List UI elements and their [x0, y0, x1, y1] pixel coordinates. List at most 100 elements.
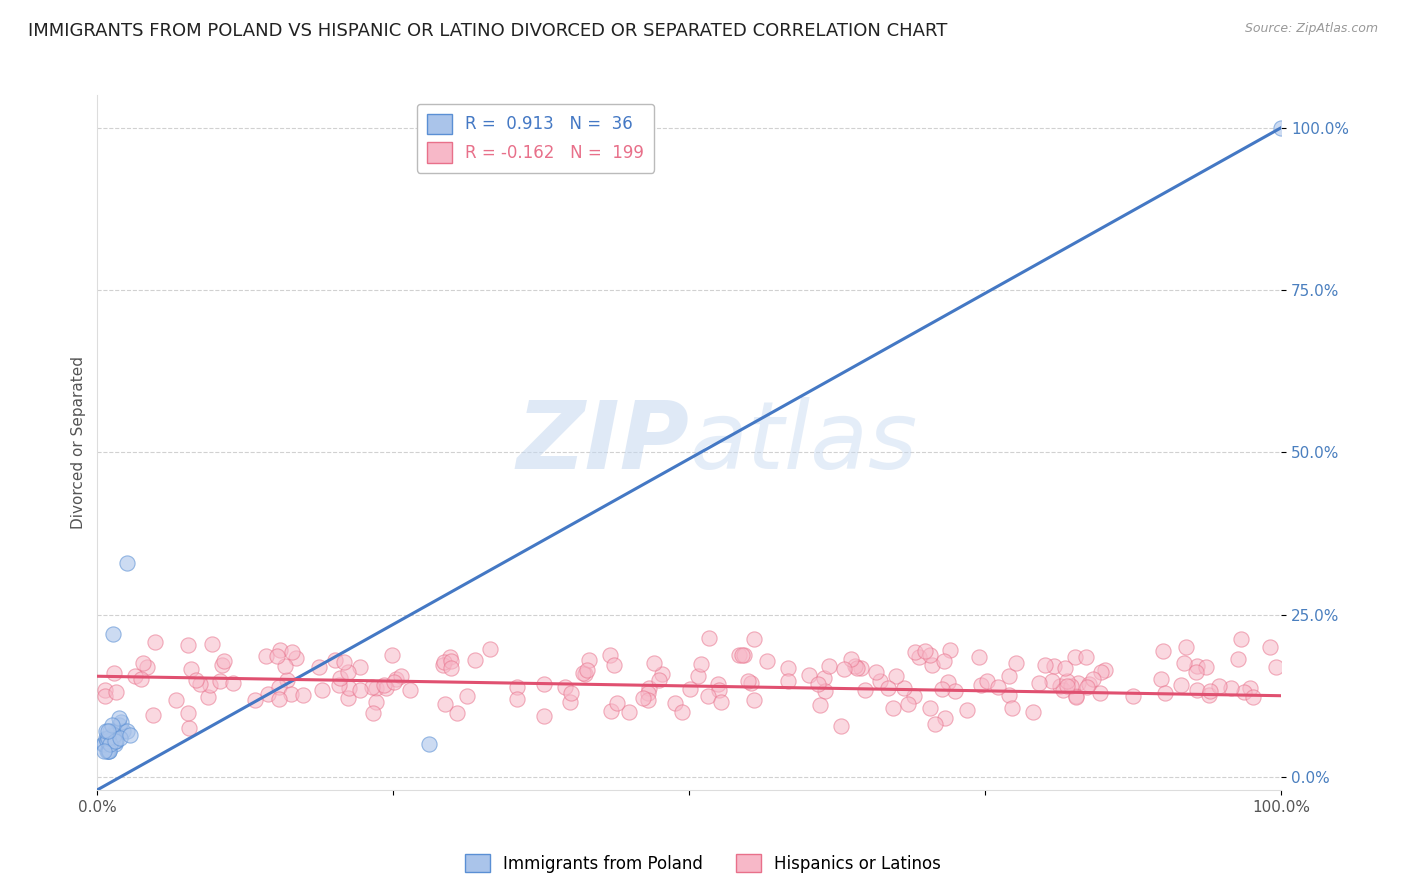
Point — [884, 668, 907, 682]
Point — [1195, 660, 1218, 674]
Point — [554, 680, 576, 694]
Point — [576, 663, 599, 677]
Point — [198, 678, 221, 692]
Point — [1170, 678, 1192, 692]
Point — [813, 671, 835, 685]
Point — [433, 697, 456, 711]
Point — [817, 659, 839, 673]
Point — [1064, 690, 1087, 705]
Point — [1230, 632, 1253, 646]
Point — [177, 706, 200, 721]
Point — [1264, 659, 1286, 673]
Point — [506, 692, 529, 706]
Point — [97, 744, 120, 758]
Point — [1056, 674, 1078, 689]
Point — [103, 666, 125, 681]
Point — [976, 674, 998, 689]
Point — [1185, 659, 1208, 673]
Point — [399, 682, 422, 697]
Point — [932, 655, 955, 669]
Point — [967, 649, 990, 664]
Point — [936, 675, 959, 690]
Point — [100, 734, 122, 748]
Point — [361, 706, 384, 721]
Point — [98, 731, 121, 745]
Point — [853, 682, 876, 697]
Point — [124, 669, 146, 683]
Point — [865, 665, 887, 679]
Point — [1042, 673, 1064, 688]
Point — [381, 648, 404, 662]
Point — [707, 682, 730, 697]
Point — [96, 744, 118, 758]
Point — [100, 718, 122, 732]
Point — [93, 744, 115, 758]
Point — [329, 671, 352, 685]
Point — [849, 661, 872, 675]
Point — [135, 660, 157, 674]
Point — [1152, 643, 1174, 657]
Point — [560, 695, 582, 709]
Point — [337, 681, 360, 696]
Point — [506, 681, 529, 695]
Text: atlas: atlas — [689, 397, 918, 488]
Point — [797, 667, 820, 681]
Point — [177, 638, 200, 652]
Point — [105, 685, 128, 699]
Point — [456, 690, 478, 704]
Point — [332, 655, 354, 669]
Point — [997, 669, 1019, 683]
Point — [1174, 640, 1197, 654]
Point — [651, 667, 673, 681]
Point — [269, 643, 291, 657]
Point — [970, 678, 993, 692]
Point — [560, 686, 582, 700]
Point — [740, 676, 762, 690]
Point — [638, 681, 661, 695]
Point — [697, 690, 720, 704]
Point — [1232, 685, 1254, 699]
Point — [776, 661, 799, 675]
Point — [637, 693, 659, 707]
Point — [115, 724, 138, 739]
Point — [1049, 679, 1071, 693]
Point — [1022, 706, 1045, 720]
Point — [987, 680, 1010, 694]
Point — [91, 738, 114, 752]
Point — [360, 680, 382, 694]
Point — [433, 655, 456, 669]
Point — [943, 683, 966, 698]
Point — [385, 672, 408, 686]
Point — [336, 691, 359, 706]
Point — [98, 744, 121, 758]
Point — [643, 656, 665, 670]
Point — [1033, 658, 1056, 673]
Point — [742, 692, 765, 706]
Point — [814, 684, 837, 698]
Point — [686, 669, 709, 683]
Point — [845, 661, 868, 675]
Point — [1258, 640, 1281, 654]
Point — [956, 703, 979, 717]
Point — [418, 738, 440, 752]
Point — [844, 658, 866, 673]
Point — [1090, 665, 1112, 679]
Point — [120, 728, 142, 742]
Point — [337, 665, 360, 679]
Point — [882, 701, 904, 715]
Point — [439, 650, 461, 665]
Point — [832, 662, 855, 676]
Point — [1074, 650, 1097, 665]
Point — [707, 677, 730, 691]
Point — [382, 675, 405, 690]
Point — [100, 728, 122, 742]
Point — [142, 708, 165, 723]
Point — [1063, 649, 1085, 664]
Point — [276, 673, 298, 687]
Point — [97, 724, 120, 739]
Point — [808, 698, 831, 712]
Point — [188, 677, 211, 691]
Point — [179, 721, 201, 735]
Point — [1199, 684, 1222, 698]
Point — [349, 683, 371, 698]
